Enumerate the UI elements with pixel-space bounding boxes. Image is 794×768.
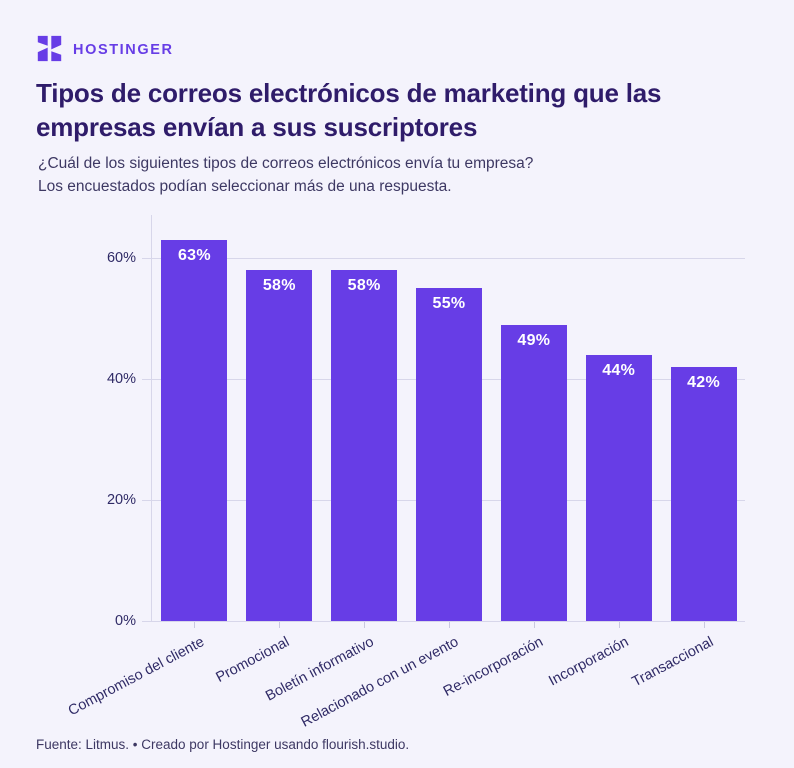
hostinger-h-icon [37,35,62,62]
y-axis-tick-label: 40% [106,371,136,387]
bar: 49% [500,324,567,621]
x-axis-tick-mark [533,621,535,628]
gridline [142,621,745,622]
chart-subtitle: ¿Cuál de los siguientes tipos de correos… [38,152,533,198]
bar: 44% [585,354,652,621]
bar-value-label: 49% [517,331,551,349]
x-axis-category-label: Promocional [213,634,292,686]
page-title-line2: empresas envían a sus suscriptores [36,112,478,142]
bar-value-label: 58% [347,277,381,295]
page-title-line1: Tipos de correos electrónicos de marketi… [36,78,662,108]
x-axis-category-label: Transaccional [629,634,717,691]
bar: 63% [161,239,228,621]
bar-chart-plot-area: 0% 20% 40% 60% 63% Compromiso del cliente 58% P… [66,215,745,731]
bar: 42% [670,366,737,621]
source-note: Fuente: Litmus. • Creado por Hostinger u… [36,737,410,752]
bar: 58% [331,270,398,621]
x-axis-tick-mark [194,621,196,628]
bar: 55% [416,288,482,621]
x-axis-tick-mark [364,621,366,628]
y-axis-tick-label: 20% [106,492,136,508]
bar-value-label: 42% [687,373,721,391]
chart-subtitle-line2: Los encuestados podían seleccionar más d… [38,178,452,195]
bar-value-label: 55% [432,295,466,313]
x-axis-category-label: Relacionado con un evento [298,634,462,731]
bar-value-label: 58% [262,277,296,295]
x-axis-tick-mark [449,621,450,628]
bar-value-label: 63% [177,246,211,264]
x-axis-tick-mark [618,621,620,628]
x-axis-category-label: Compromiso del cliente [65,634,207,720]
bar-value-label: 44% [602,361,636,379]
x-axis-tick-mark [703,621,705,628]
y-axis-tick-label: 60% [106,250,136,266]
hostinger-logo: HOSTINGER [36,34,174,63]
chart-subtitle-line1: ¿Cuál de los siguientes tipos de correos… [38,155,534,172]
bar: 58% [246,270,313,621]
x-axis-category-label: Incorporación [546,634,632,690]
y-axis-tick-label: 0% [115,613,136,629]
gridline [142,258,745,259]
hostinger-logo-text: HOSTINGER [73,41,174,58]
x-axis-tick-mark [279,621,281,628]
page-title: Tipos de correos electrónicos de marketi… [36,76,661,144]
